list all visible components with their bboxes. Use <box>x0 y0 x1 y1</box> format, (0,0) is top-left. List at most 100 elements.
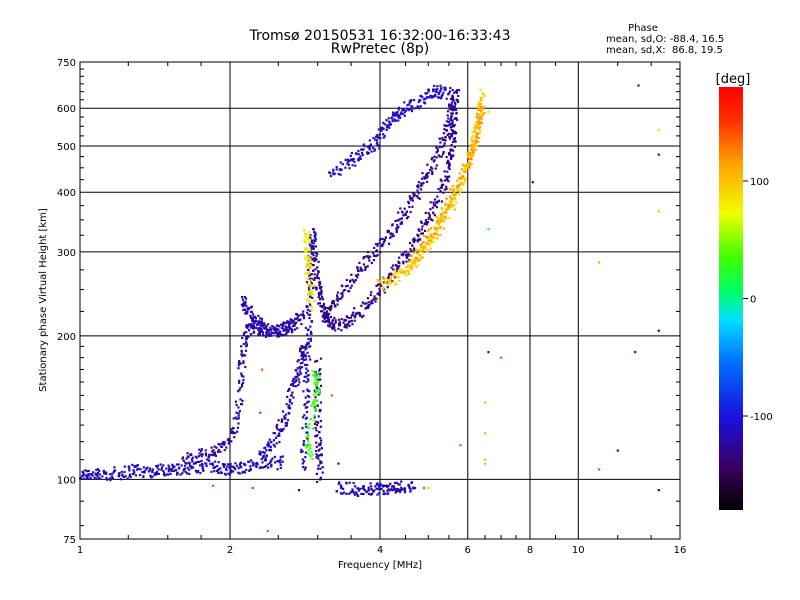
data-point <box>290 320 293 323</box>
data-point <box>137 467 140 470</box>
data-point <box>350 273 353 276</box>
data-point <box>457 177 461 180</box>
data-point <box>194 469 197 472</box>
data-point <box>475 116 478 119</box>
data-point <box>288 400 291 403</box>
data-point <box>392 280 395 283</box>
data-point <box>318 478 322 481</box>
data-point <box>463 176 466 180</box>
data-point <box>276 335 279 338</box>
data-point <box>307 328 310 331</box>
data-point <box>458 190 462 193</box>
data-point <box>210 470 213 473</box>
data-point <box>313 399 316 402</box>
data-point <box>441 138 444 141</box>
data-point <box>299 350 302 353</box>
data-point <box>426 175 429 178</box>
data-point <box>335 298 338 301</box>
data-point <box>261 324 264 327</box>
data-point <box>375 139 378 142</box>
data-point <box>304 346 307 350</box>
data-point <box>442 132 445 135</box>
data-point <box>396 489 400 493</box>
data-point <box>312 252 315 255</box>
data-point <box>303 460 306 463</box>
data-point <box>235 403 238 407</box>
data-point <box>464 178 467 181</box>
data-point <box>301 462 304 465</box>
data-point <box>238 463 242 466</box>
data-point <box>351 314 354 317</box>
data-point <box>308 355 311 358</box>
data-point <box>460 188 463 191</box>
data-point <box>342 321 345 324</box>
data-point <box>89 476 92 480</box>
data-point <box>408 205 411 209</box>
data-point <box>302 466 305 469</box>
data-point <box>348 324 351 328</box>
data-point <box>372 259 376 262</box>
data-point <box>154 473 157 476</box>
data-point <box>417 235 420 238</box>
data-point <box>392 485 395 488</box>
data-point <box>413 195 416 198</box>
data-point <box>407 252 410 255</box>
data-point <box>382 489 385 492</box>
data-point <box>307 272 310 275</box>
data-point <box>432 95 435 98</box>
data-point <box>482 93 485 96</box>
data-point <box>111 477 114 480</box>
data-point <box>416 239 420 242</box>
data-point <box>232 417 235 420</box>
data-point <box>282 427 285 430</box>
data-point <box>377 279 380 282</box>
data-point <box>314 396 317 399</box>
data-point <box>310 239 313 242</box>
data-point <box>375 242 378 246</box>
data-point <box>242 378 245 382</box>
data-point <box>450 122 453 125</box>
data-point <box>450 104 453 108</box>
data-point <box>354 316 357 319</box>
data-point <box>430 238 433 241</box>
data-point <box>474 144 477 147</box>
data-point <box>433 225 436 228</box>
data-point <box>249 333 252 336</box>
data-point <box>244 464 247 467</box>
data-point <box>279 463 282 466</box>
data-point <box>379 137 382 140</box>
data-point <box>239 398 242 401</box>
data-point <box>407 215 410 219</box>
data-point <box>446 175 449 178</box>
data-point <box>214 466 217 469</box>
data-point <box>201 462 204 465</box>
data-point <box>317 388 320 391</box>
data-point <box>295 313 298 316</box>
data-point <box>186 472 189 475</box>
data-point <box>300 345 304 348</box>
data-point <box>435 206 438 209</box>
data-point <box>432 160 435 163</box>
data-point <box>469 156 473 160</box>
data-point <box>219 467 222 470</box>
data-point <box>471 145 474 148</box>
data-point <box>263 323 266 327</box>
data-point <box>328 325 331 328</box>
data-point <box>237 417 240 420</box>
data-point <box>379 283 382 287</box>
data-point <box>442 152 445 155</box>
data-point <box>452 154 455 157</box>
data-point <box>414 107 417 110</box>
data-point <box>440 95 443 98</box>
data-point <box>114 469 117 472</box>
data-point <box>296 317 299 320</box>
data-point <box>432 88 435 91</box>
data-point <box>427 239 430 242</box>
data-point <box>373 489 376 492</box>
data-point <box>135 468 139 471</box>
data-point <box>450 115 453 119</box>
data-point <box>375 487 378 490</box>
data-point <box>307 400 310 403</box>
data-point <box>427 212 430 215</box>
data-point <box>237 414 240 417</box>
